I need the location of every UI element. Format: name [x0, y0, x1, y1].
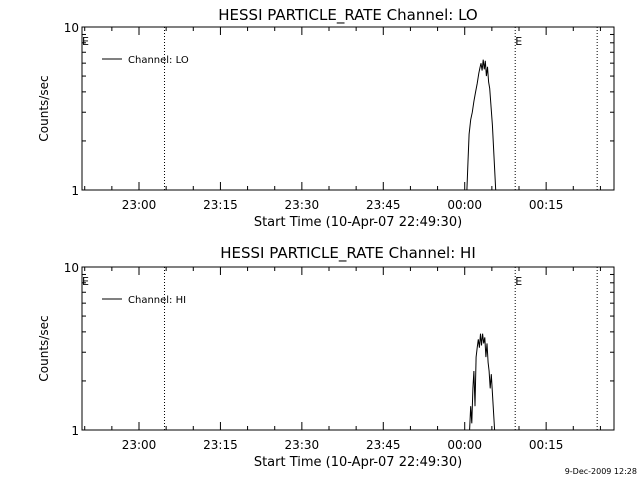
y-tick-label: 1 — [71, 184, 79, 198]
data-series-line — [466, 59, 497, 191]
event-marker-label: E — [515, 35, 522, 48]
x-axis-label: Start Time (10-Apr-07 22:49:30) — [254, 455, 462, 470]
y-axis-label: Counts/sec — [37, 315, 51, 381]
x-tick-label: 23:15 — [203, 438, 238, 452]
x-tick-label: 23:15 — [203, 198, 238, 212]
chart-title: HESSI PARTICLE_RATE Channel: HI — [220, 244, 476, 263]
plot-frame — [81, 26, 615, 191]
x-tick-label: 23:45 — [366, 438, 401, 452]
event-marker-label: E — [82, 275, 89, 288]
panel-hi: HESSI PARTICLE_RATE Channel: HI Counts/se… — [37, 244, 615, 470]
x-tick-label: 00:00 — [447, 438, 482, 452]
x-tick-label: 00:15 — [529, 438, 564, 452]
x-tick-label: 23:00 — [122, 198, 157, 212]
panel-lo: HESSI PARTICLE_RATE Channel: LO Counts/se… — [37, 6, 615, 230]
event-marker-label: E — [82, 35, 89, 48]
x-tick-label: 23:00 — [122, 438, 157, 452]
plot-frame — [81, 266, 615, 431]
x-tick-label: 23:45 — [366, 198, 401, 212]
x-tick-label: 00:00 — [447, 198, 482, 212]
y-tick-label: 1 — [71, 424, 79, 438]
y-tick-label: 10 — [64, 261, 79, 275]
x-axis-label: Start Time (10-Apr-07 22:49:30) — [254, 215, 462, 230]
chart-title: HESSI PARTICLE_RATE Channel: LO — [218, 6, 477, 25]
x-tick-label: 23:30 — [285, 198, 320, 212]
data-series-line — [469, 333, 496, 431]
legend-label: Channel: HI — [128, 295, 186, 306]
x-tick-label: 23:30 — [285, 438, 320, 452]
y-tick-label: 10 — [64, 21, 79, 35]
x-tick-label: 00:15 — [529, 198, 564, 212]
y-axis-label: Counts/sec — [37, 75, 51, 141]
event-marker-label: E — [515, 275, 522, 288]
legend-label: Channel: LO — [128, 55, 189, 66]
footer-timestamp: 9-Dec-2009 12:28 — [565, 467, 637, 476]
